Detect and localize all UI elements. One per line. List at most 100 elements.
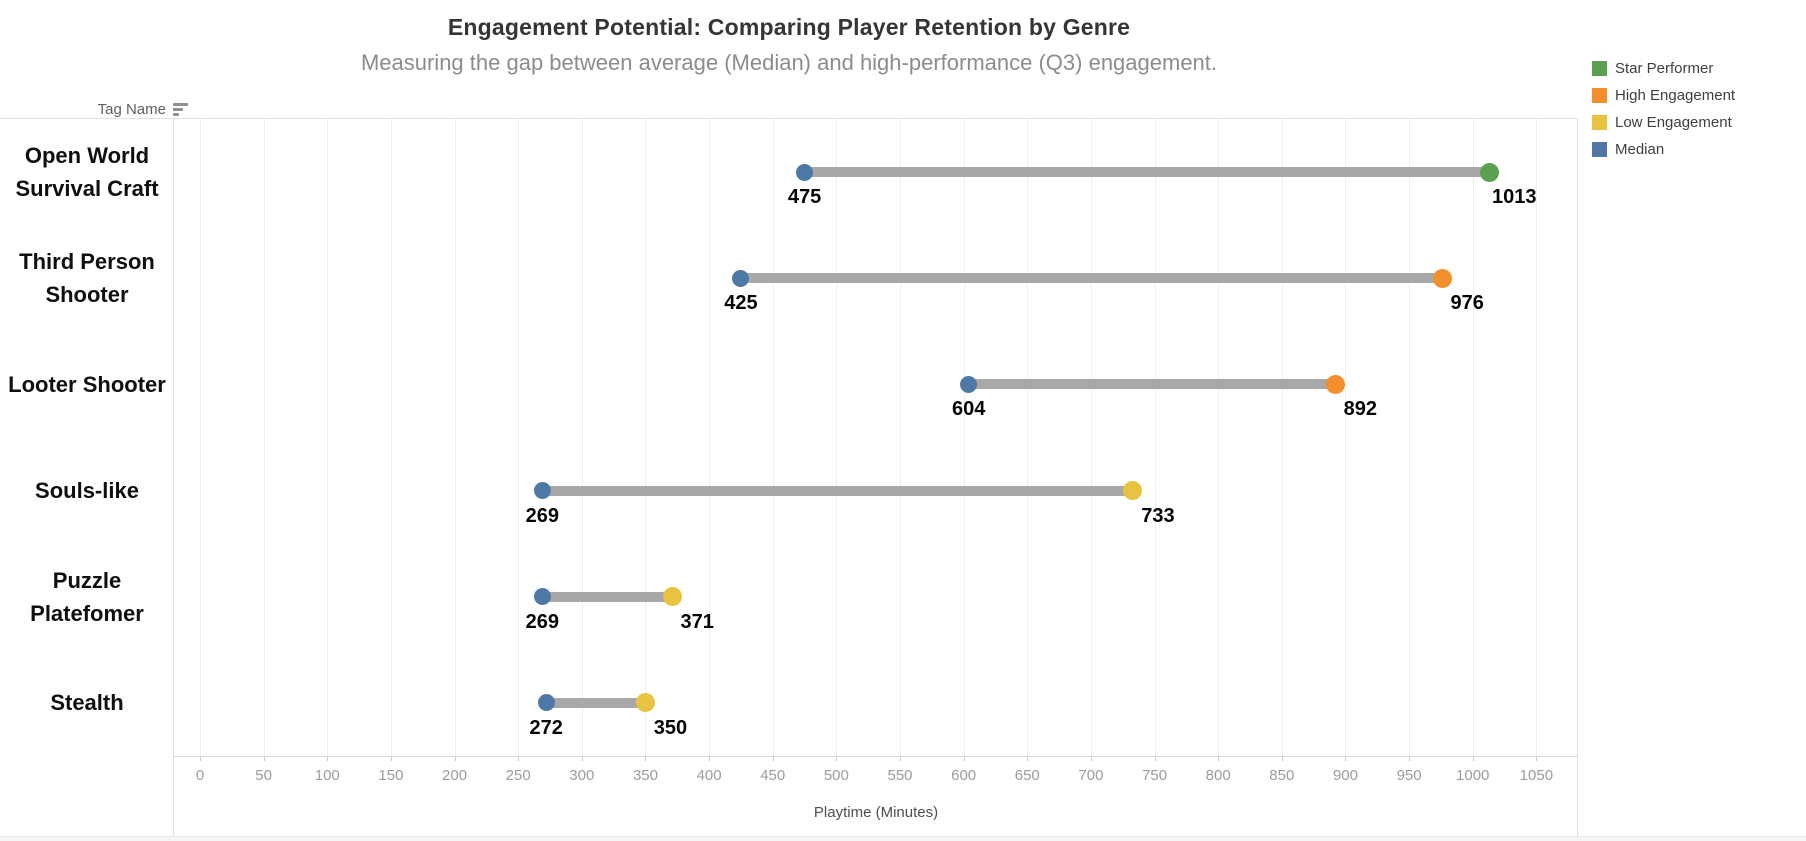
x-tick-mark — [1218, 756, 1220, 761]
q3-value-label: 892 — [1343, 398, 1377, 421]
median-value-label: 475 — [787, 186, 822, 209]
dumbbell-bar[interactable] — [542, 485, 1133, 496]
x-tick-label: 500 — [823, 767, 849, 784]
x-tick-mark — [518, 756, 520, 761]
x-tick-label: 450 — [760, 767, 786, 784]
row-label-line: Shooter — [45, 282, 129, 308]
row-label[interactable]: Stealth — [4, 686, 170, 719]
row-label[interactable]: Looter Shooter — [4, 368, 170, 401]
q3-dot[interactable] — [1325, 374, 1345, 394]
legend-label: Median — [1615, 141, 1665, 158]
row-label[interactable]: Open World Survival Craft — [4, 139, 170, 205]
median-dot[interactable] — [533, 588, 551, 606]
gridline — [772, 119, 774, 756]
median-value-label: 425 — [724, 292, 758, 315]
x-tick-mark — [1472, 756, 1474, 761]
row-label-line: Looter Shooter — [8, 371, 166, 397]
x-tick-mark — [327, 756, 329, 761]
dumbbell-bar[interactable] — [968, 379, 1336, 390]
x-tick-label: 550 — [887, 767, 913, 784]
legend-item[interactable]: Low Engagement — [1592, 114, 1735, 131]
dumbbell-bar[interactable] — [542, 591, 673, 602]
gridline — [709, 119, 711, 756]
plot-right-border — [1577, 118, 1578, 836]
x-tick-mark — [963, 756, 965, 761]
x-tick-label: 700 — [1078, 767, 1104, 784]
x-tick-label: 250 — [505, 767, 531, 784]
median-value-label: 272 — [529, 716, 563, 739]
x-tick-label: 400 — [696, 767, 722, 784]
median-dot[interactable] — [537, 694, 555, 712]
q3-value-label: 350 — [653, 716, 688, 739]
row-label-line: Third Person — [19, 249, 155, 275]
row-label-line: Survival Craft — [15, 176, 159, 202]
x-tick-mark — [200, 756, 201, 761]
gridline — [1218, 119, 1220, 756]
gridline — [1027, 119, 1029, 756]
x-tick-label: 300 — [569, 767, 595, 784]
x-axis-line — [173, 756, 1578, 757]
legend-item[interactable]: Star Performer — [1592, 60, 1735, 77]
row-label[interactable]: Puzzle Platefomer — [4, 564, 170, 630]
row-label-divider-line — [173, 118, 174, 836]
median-dot[interactable] — [732, 269, 750, 287]
median-dot[interactable] — [796, 163, 814, 181]
q3-value-label: 976 — [1450, 292, 1484, 315]
median-dot[interactable] — [960, 375, 978, 393]
median-dot[interactable] — [533, 482, 551, 500]
x-tick-mark — [263, 756, 265, 761]
row-label[interactable]: Souls-like — [4, 474, 170, 507]
legend-swatch — [1592, 88, 1607, 103]
gridline — [390, 119, 392, 756]
row-header[interactable]: Tag Name — [0, 98, 188, 120]
x-tick-mark — [836, 756, 838, 761]
q3-value-label: 1013 — [1492, 186, 1537, 209]
chart-title: Engagement Potential: Comparing Player R… — [447, 14, 1131, 40]
row-header-label: Tag Name — [97, 100, 166, 118]
gridline — [1281, 119, 1283, 756]
x-tick-mark — [390, 756, 392, 761]
x-tick-mark — [1027, 756, 1029, 761]
dumbbell-bar[interactable] — [740, 273, 1443, 284]
legend-swatch — [1592, 61, 1607, 76]
gridline — [900, 119, 901, 756]
median-value-label: 604 — [952, 398, 986, 421]
gridline — [518, 119, 520, 756]
x-tick-label: 900 — [1332, 767, 1358, 784]
gridline — [263, 119, 265, 756]
x-tick-label: 600 — [951, 767, 977, 784]
sort-descending-icon[interactable] — [173, 102, 188, 116]
dumbbell-bar[interactable] — [546, 697, 646, 708]
x-tick-label: 100 — [314, 767, 340, 784]
gridline — [645, 119, 647, 756]
legend-label: High Engagement — [1615, 87, 1736, 104]
q3-dot[interactable] — [1479, 162, 1499, 182]
header-divider-line — [0, 118, 1578, 119]
x-axis-title: Playtime (Minutes) — [813, 804, 939, 821]
row-label[interactable]: Third Person Shooter — [4, 245, 170, 311]
q3-dot[interactable] — [662, 587, 682, 607]
x-tick-label: 200 — [442, 767, 468, 784]
q3-dot[interactable] — [635, 693, 655, 713]
x-tick-mark — [709, 756, 711, 761]
q3-dot[interactable] — [1432, 268, 1452, 288]
gridline — [1472, 119, 1474, 756]
q3-value-label: 733 — [1141, 504, 1175, 527]
x-tick-label: 1000 — [1456, 767, 1490, 784]
row-label-line: Puzzle — [52, 567, 122, 593]
dumbbell-bar[interactable] — [804, 167, 1490, 178]
median-value-label: 269 — [525, 610, 560, 633]
x-tick-mark — [1090, 756, 1092, 761]
q3-dot[interactable] — [1123, 481, 1143, 501]
x-tick-label: 1050 — [1519, 767, 1554, 784]
legend-swatch — [1592, 142, 1607, 157]
x-tick-label: 750 — [1142, 767, 1168, 784]
bottom-scroll-strip — [0, 836, 1806, 841]
legend-item[interactable]: High Engagement — [1592, 87, 1735, 104]
legend-item[interactable]: Median — [1592, 141, 1735, 158]
row-label-line: Souls-like — [35, 478, 139, 504]
x-tick-label: 50 — [255, 767, 272, 784]
x-tick-label: 0 — [195, 767, 205, 784]
gridline — [327, 119, 329, 756]
